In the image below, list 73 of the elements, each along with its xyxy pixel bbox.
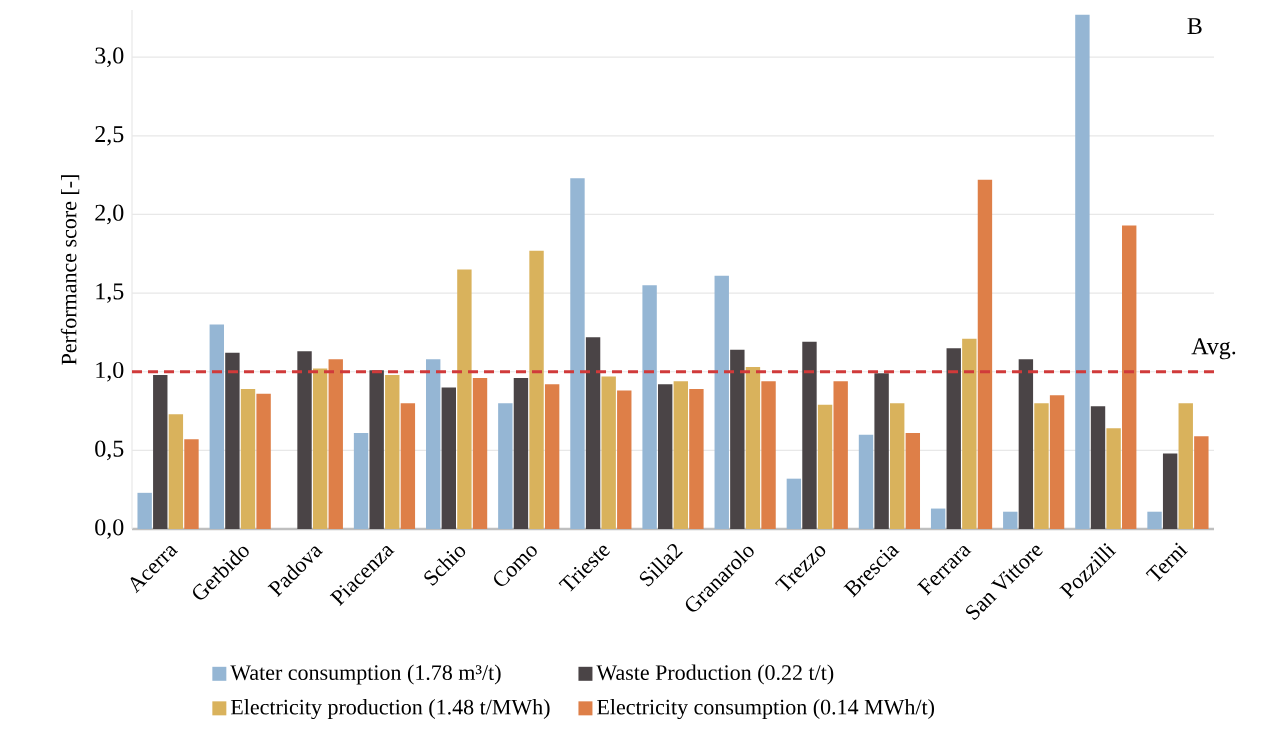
y-tick-label: 0,0 xyxy=(95,519,124,539)
bar xyxy=(1075,14,1090,529)
bar xyxy=(689,389,704,529)
bar xyxy=(1003,511,1018,529)
bar xyxy=(312,368,328,529)
y-tick-label: 1,0 xyxy=(96,361,124,382)
bar xyxy=(457,269,472,529)
bar xyxy=(833,381,848,529)
bar xyxy=(642,285,657,529)
legend-label: Electricity consumption (0.14 MWh/t) xyxy=(597,699,935,720)
bar xyxy=(977,179,993,529)
bar xyxy=(369,370,384,529)
bar xyxy=(328,359,343,529)
y-tick-label: 0,5 xyxy=(95,440,124,461)
bar xyxy=(544,384,560,529)
bar xyxy=(256,393,271,529)
bar xyxy=(209,324,224,529)
bar xyxy=(786,478,802,529)
bar xyxy=(1122,225,1137,529)
bar xyxy=(472,378,488,529)
bar xyxy=(673,381,689,529)
bar xyxy=(714,275,729,529)
bar xyxy=(761,381,776,529)
bar xyxy=(874,373,889,529)
bar xyxy=(498,403,513,529)
bar xyxy=(1162,453,1178,529)
bar xyxy=(946,348,961,529)
legend-label: Electricity production (1.48 t/MWh) xyxy=(230,699,550,720)
y-tick-label: 3,0 xyxy=(95,47,124,67)
bar xyxy=(658,384,673,529)
bar xyxy=(930,508,946,529)
bar xyxy=(1090,406,1106,529)
y-axis-title: Performance score [-] xyxy=(60,175,80,365)
bar xyxy=(617,390,632,529)
bar xyxy=(585,337,601,529)
bar xyxy=(353,433,369,529)
y-tick-label: 2,5 xyxy=(95,126,124,146)
bar xyxy=(802,341,817,529)
bar xyxy=(817,404,833,529)
bar xyxy=(1147,511,1162,529)
bar xyxy=(890,403,905,529)
bar xyxy=(1034,403,1049,529)
bar xyxy=(529,250,544,529)
bar xyxy=(905,433,921,529)
bar xyxy=(513,378,529,529)
bar xyxy=(1049,395,1065,529)
annotation: B xyxy=(1187,18,1202,34)
legend-label: Waste Production (0.22 t/t) xyxy=(596,664,834,685)
bar xyxy=(730,349,745,529)
bar xyxy=(240,389,256,529)
bar xyxy=(570,178,585,529)
y-tick-label: 1,5 xyxy=(96,283,124,303)
bar xyxy=(400,403,416,529)
bar xyxy=(962,338,977,529)
bar xyxy=(1178,403,1193,529)
legend-label: Water consumption (1.78 m³/t) xyxy=(230,664,501,685)
bar xyxy=(168,414,184,529)
y-tick-label: 2,0 xyxy=(95,204,124,225)
bar xyxy=(1106,428,1121,529)
bar xyxy=(225,352,240,529)
bar xyxy=(441,387,456,529)
bar xyxy=(184,439,199,529)
bar xyxy=(601,376,616,529)
bar xyxy=(153,374,168,529)
bar xyxy=(745,367,761,529)
bar xyxy=(858,434,874,529)
ref-line-label: Avg. xyxy=(1191,338,1236,360)
bar xyxy=(1194,436,1209,529)
bar xyxy=(137,492,152,529)
bar xyxy=(385,374,400,529)
bar xyxy=(297,351,312,529)
bar xyxy=(426,359,441,529)
bar xyxy=(1018,359,1034,529)
